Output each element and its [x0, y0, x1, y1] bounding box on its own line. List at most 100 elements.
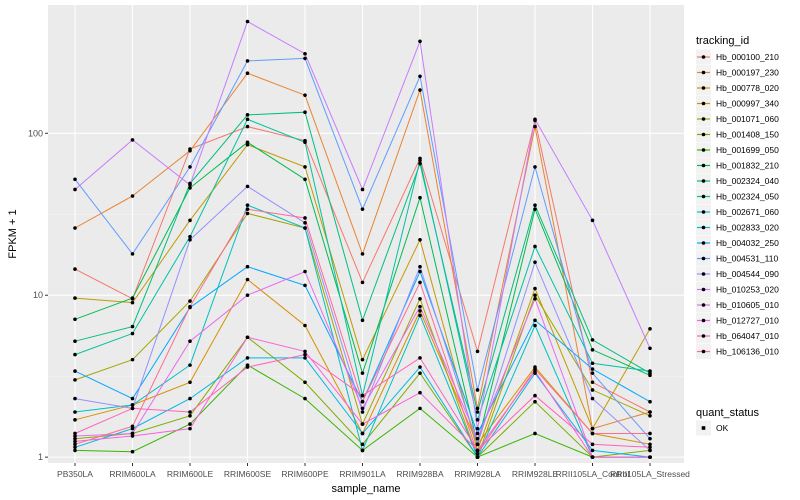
- data-point: [73, 431, 77, 436]
- legend-point-swatch: [701, 148, 706, 152]
- data-point: [303, 356, 307, 360]
- data-point: [533, 260, 537, 264]
- data-point: [303, 226, 307, 230]
- legend-item: Hb_002324_050: [696, 189, 779, 204]
- data-point: [73, 296, 77, 300]
- data-point: [533, 207, 537, 211]
- data-point: [73, 418, 77, 422]
- data-point: [418, 406, 422, 411]
- data-point: [188, 148, 192, 153]
- legend-label: Hb_002833_020: [716, 223, 779, 233]
- legend-label: Hb_001832_210: [716, 161, 779, 171]
- y-tick-label: 1: [38, 452, 43, 462]
- data-point: [303, 51, 307, 56]
- data-point: [590, 448, 595, 453]
- data-point: [648, 442, 652, 447]
- legend-point-swatch: [701, 287, 706, 292]
- legend-item: Hb_064047_010: [696, 328, 779, 344]
- data-point: [533, 286, 537, 291]
- data-point: [418, 195, 422, 200]
- legend-point-swatch: [701, 256, 706, 261]
- legend-item: Hb_000778_020: [696, 80, 779, 96]
- data-point: [418, 313, 422, 318]
- x-tick-label: PB350LA: [57, 469, 93, 479]
- data-point: [590, 388, 595, 392]
- data-point: [418, 297, 422, 301]
- x-tick-label: RRIM928LA: [454, 469, 501, 479]
- data-point: [73, 177, 77, 182]
- legend-item: Hb_001408_150: [696, 127, 779, 142]
- data-point: [418, 390, 422, 395]
- data-point: [188, 339, 192, 344]
- data-point: [188, 165, 192, 169]
- legend-item: Hb_002324_040: [696, 173, 779, 189]
- data-point: [73, 317, 77, 322]
- data-point: [418, 237, 422, 242]
- data-point: [590, 361, 595, 366]
- legend-point-swatch: [701, 179, 706, 183]
- data-point: [418, 88, 422, 92]
- series-points: [73, 19, 652, 459]
- legend-label: Hb_002324_040: [716, 176, 779, 186]
- legend-item: Hb_004531_110: [696, 251, 779, 266]
- data-point: [245, 365, 250, 369]
- data-point: [533, 399, 537, 404]
- data-point: [245, 117, 250, 122]
- data-point: [73, 339, 77, 344]
- data-point: [245, 293, 250, 298]
- legend-point-swatch: [701, 101, 706, 106]
- x-tick-label: RRIM901LA: [339, 469, 386, 479]
- legend-label: Hb_002671_060: [716, 207, 779, 217]
- data-point: [648, 369, 652, 373]
- legend-point-swatch: [701, 210, 706, 214]
- data-point: [648, 410, 652, 414]
- data-point: [418, 74, 422, 79]
- data-point: [475, 426, 480, 431]
- legend-item: Hb_002671_060: [696, 204, 779, 220]
- data-point: [245, 113, 250, 117]
- y-tick-label: 100: [28, 128, 43, 138]
- data-point: [533, 203, 537, 207]
- data-point: [130, 324, 135, 329]
- legend-title: tracking_id: [696, 35, 749, 47]
- y-axis-title: FPKM + 1: [7, 209, 19, 258]
- data-point: [188, 410, 192, 414]
- data-point: [590, 442, 595, 447]
- data-point: [418, 264, 422, 269]
- data-point: [188, 380, 192, 385]
- legend-point-swatch: [701, 86, 706, 90]
- data-point: [475, 436, 480, 441]
- data-point: [590, 367, 595, 371]
- legend-item: Hb_004032_250: [696, 235, 779, 251]
- y-tick-label: 10: [33, 290, 43, 300]
- legend-label: Hb_000100_210: [716, 52, 779, 62]
- legend: Hb_000100_210 Hb_000197_230 Hb_000778_020 H…: [696, 49, 779, 359]
- data-point: [188, 234, 192, 239]
- data-point: [648, 431, 652, 436]
- data-point: [360, 371, 365, 375]
- legend-item: Hb_001832_210: [696, 158, 779, 173]
- data-point: [130, 296, 135, 300]
- grid-minor: [48, 213, 684, 377]
- data-point: [245, 184, 250, 189]
- data-point: [245, 71, 250, 76]
- legend-label: Hb_004544_090: [716, 269, 779, 279]
- legend-point-swatch: [701, 117, 706, 121]
- legend-point-swatch: [701, 272, 706, 276]
- legend-item: Hb_004544_090: [696, 266, 779, 282]
- legend-point-swatch: [701, 132, 706, 137]
- legend-item: Hb_000197_230: [696, 65, 779, 80]
- data-point: [188, 396, 192, 401]
- data-point: [360, 280, 365, 285]
- data-point: [533, 431, 537, 436]
- y-axis-ticks: 1 10 100: [28, 128, 48, 462]
- x-tick-label: RRIM928LE: [512, 469, 559, 479]
- data-point: [245, 19, 250, 24]
- data-point: [590, 371, 595, 375]
- data-point: [475, 388, 480, 392]
- data-point: [303, 352, 307, 357]
- data-point: [590, 380, 595, 385]
- data-point: [418, 161, 422, 166]
- legend-label: Hb_010605_010: [716, 300, 779, 310]
